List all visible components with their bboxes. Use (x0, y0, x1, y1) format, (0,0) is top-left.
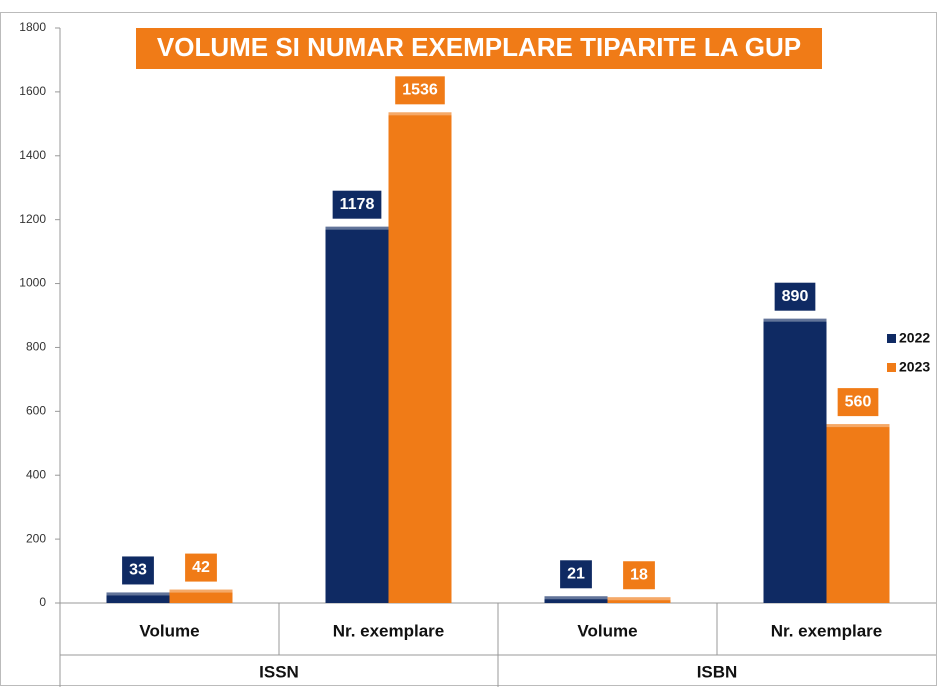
value-label-bg (623, 561, 655, 590)
bar-highlight (169, 589, 233, 593)
value-label-bg (185, 553, 217, 582)
bar (544, 596, 608, 603)
chart-title: VOLUME SI NUMAR EXEMPLARE TIPARITE LA GU… (157, 32, 801, 62)
y-tick-label: 0 (39, 595, 46, 609)
y-tick-label: 1200 (19, 212, 46, 226)
bar (169, 589, 233, 603)
value-label-bg (560, 560, 592, 589)
legend-swatch (887, 363, 896, 372)
bar (325, 226, 389, 603)
bar (607, 597, 671, 603)
x-tick-label: Volume (139, 621, 199, 640)
chart-border (0, 12, 937, 686)
y-tick-label: 400 (26, 467, 46, 481)
value-label-bg (395, 76, 445, 105)
x-tick-label: Volume (577, 621, 637, 640)
bar (826, 424, 890, 603)
legend-label: 2022 (899, 330, 930, 346)
bar-highlight (826, 424, 890, 428)
value-label: 1178 (340, 196, 375, 213)
y-tick-label: 1600 (19, 84, 46, 98)
value-label: 42 (192, 559, 210, 576)
bar-highlight (544, 596, 608, 600)
title-box (136, 28, 822, 69)
value-label: 890 (782, 288, 809, 305)
bar (106, 592, 170, 603)
value-label: 21 (567, 566, 585, 583)
x-tick-label: Nr. exemplare (333, 621, 445, 640)
bar-highlight (106, 592, 170, 596)
y-tick-label: 800 (26, 340, 46, 354)
value-label: 1536 (402, 82, 438, 99)
value-label-bg (837, 388, 879, 417)
value-label: 33 (129, 562, 147, 579)
bar (388, 112, 452, 603)
legend-swatch (887, 334, 896, 343)
value-label: 560 (845, 393, 872, 410)
y-tick-label: 600 (26, 404, 46, 418)
y-tick-label: 1800 (19, 20, 46, 34)
bar-highlight (607, 597, 671, 601)
value-label-bg (122, 556, 154, 585)
bar-highlight (763, 318, 827, 322)
bar-highlight (325, 226, 389, 230)
value-label-bg (774, 282, 816, 311)
y-tick-label: 1400 (19, 148, 46, 162)
x-tick-label: Nr. exemplare (771, 621, 883, 640)
bar-highlight (388, 112, 452, 116)
y-tick-label: 1000 (19, 276, 46, 290)
bar (763, 318, 827, 603)
value-label: 18 (630, 566, 648, 583)
group-label: ISBN (697, 662, 738, 681)
legend-label: 2023 (899, 359, 930, 375)
y-tick-label: 200 (26, 531, 46, 545)
group-label: ISSN (259, 662, 299, 681)
value-label-bg (332, 190, 382, 219)
